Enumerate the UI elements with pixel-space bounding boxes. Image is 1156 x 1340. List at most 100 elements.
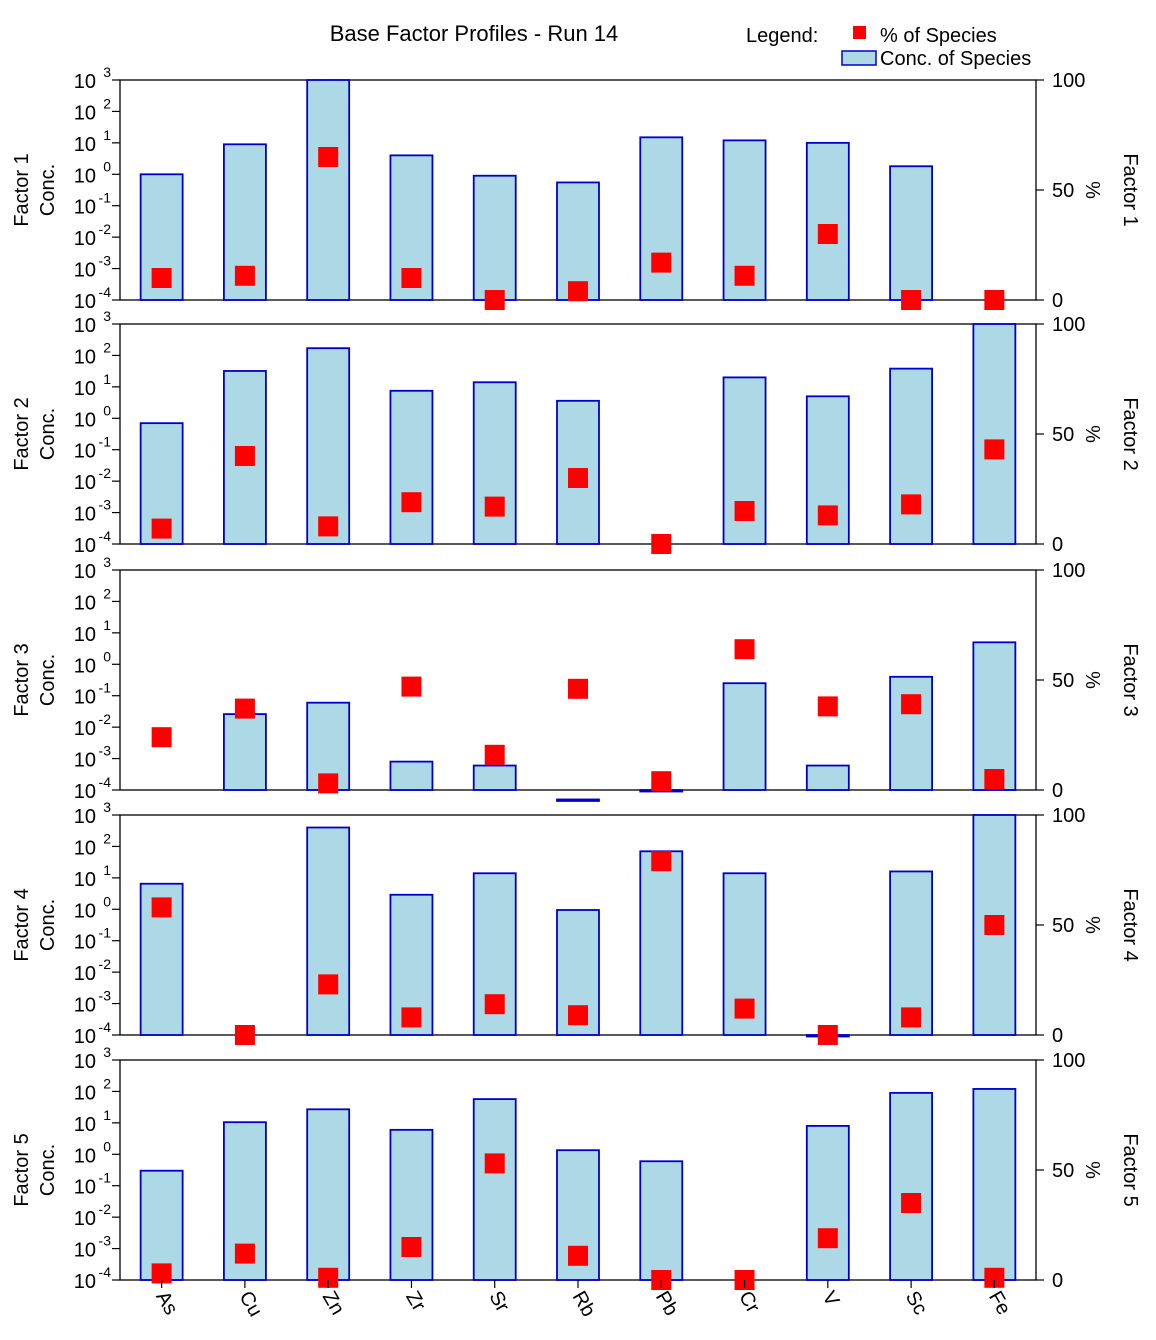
legend-conc-swatch — [841, 50, 877, 66]
percent-marker-cu — [234, 446, 255, 466]
left-tick-exponent: -2 — [99, 711, 112, 727]
left-tick-label: 10 — [74, 1271, 96, 1293]
tick-base: 10 — [74, 932, 96, 954]
percent-marker-pb — [651, 252, 672, 273]
conc-bar-sc — [889, 165, 933, 301]
percent-marker-v — [817, 1025, 838, 1045]
left-axis-label-line: Conc. — [37, 654, 59, 706]
percent-marker-zn — [318, 773, 339, 794]
tick-base: 10 — [74, 228, 96, 250]
right-axis-unit: % — [1081, 425, 1103, 443]
left-axis-label-line: Factor 4 — [11, 888, 33, 961]
left-tick-label: 10 — [74, 900, 96, 922]
left-tick-exponent: 1 — [103, 1107, 111, 1123]
tick-base: 10 — [74, 900, 96, 922]
left-tick-exponent: -4 — [99, 284, 112, 300]
tick-base: 10 — [74, 781, 96, 803]
left-tick-exponent: -2 — [99, 465, 112, 481]
tick-base: 10 — [74, 535, 96, 557]
percent-marker-rb — [568, 281, 588, 302]
conc-bar-cr — [722, 682, 767, 791]
category-label-as: As — [151, 1288, 182, 1319]
left-tick-exponent: 2 — [103, 1075, 111, 1091]
tick-base: 10 — [74, 378, 96, 400]
conc-bar-pb — [639, 136, 684, 301]
percent-marker-pb — [651, 534, 672, 554]
right-axis-factor-label: Factor 3 — [1119, 643, 1141, 716]
right-tick-label: 100 — [1052, 70, 1085, 92]
conc-bar-v — [805, 1125, 850, 1281]
tick-base: 10 — [74, 1145, 96, 1167]
category-label-zr: Zr — [401, 1288, 430, 1316]
tick-base: 10 — [74, 869, 96, 891]
percent-marker-v — [817, 505, 838, 526]
tick-base: 10 — [74, 1177, 96, 1199]
conc-bar-cu — [223, 713, 267, 791]
left-tick-label: 10 — [74, 932, 96, 954]
tick-base: 10 — [74, 346, 96, 368]
conc-bar-fe — [972, 323, 1017, 545]
right-tick-label: 100 — [1052, 805, 1085, 827]
tick-base: 10 — [74, 806, 96, 828]
conc-bar-zr — [389, 389, 434, 545]
right-tick-label: 50 — [1052, 1160, 1074, 1182]
conc-bar-as — [139, 173, 184, 301]
right-tick-label: 50 — [1052, 424, 1074, 446]
percent-marker-rb — [568, 468, 588, 488]
percent-marker-sr — [484, 290, 505, 310]
left-tick-exponent: 0 — [103, 648, 111, 664]
percent-marker-zn — [318, 516, 339, 537]
left-tick-exponent: 1 — [103, 371, 111, 387]
percent-marker-pb — [651, 851, 672, 872]
right-tick-label: 50 — [1052, 915, 1074, 937]
tick-base: 10 — [74, 1208, 96, 1230]
tick-base: 10 — [74, 655, 96, 677]
conc-bar-fe — [972, 641, 1017, 791]
percent-marker-cr — [734, 998, 755, 1019]
tick-base: 10 — [74, 1271, 96, 1293]
tick-base: 10 — [74, 995, 96, 1017]
left-tick-exponent: 0 — [103, 1138, 111, 1154]
percent-marker-sr — [484, 994, 505, 1015]
tick-base: 10 — [74, 963, 96, 985]
percent-marker-rb — [568, 1245, 588, 1266]
tick-base: 10 — [74, 165, 96, 187]
percent-marker-fe — [984, 915, 1005, 935]
left-tick-exponent: 0 — [103, 402, 111, 418]
tick-base: 10 — [74, 291, 96, 313]
chart-title: Base Factor Profiles - Run 14 — [330, 21, 619, 46]
tick-base: 10 — [74, 409, 96, 431]
left-tick-label: 10 — [74, 750, 96, 772]
right-tick-label: 100 — [1052, 314, 1085, 336]
legend-heading: Legend: — [746, 25, 818, 47]
tick-base: 10 — [74, 1240, 96, 1262]
category-label-sr: Sr — [484, 1288, 513, 1317]
left-axis-label-line: Conc. — [37, 164, 59, 216]
left-tick-label: 10 — [74, 71, 96, 93]
left-tick-label: 10 — [74, 472, 96, 494]
percent-marker-sr — [484, 744, 505, 765]
right-axis-unit: % — [1081, 916, 1103, 934]
percent-marker-as — [151, 1263, 172, 1284]
percent-marker-as — [151, 268, 172, 288]
percent-marker-as — [151, 518, 172, 539]
category-label-sc: Sc — [901, 1288, 932, 1319]
tick-base: 10 — [74, 624, 96, 646]
left-tick-label: 10 — [74, 1082, 96, 1104]
left-tick-label: 10 — [74, 346, 96, 368]
conc-bar-zn — [306, 1108, 351, 1281]
percent-marker-zr — [401, 1007, 422, 1028]
left-tick-exponent: -1 — [99, 434, 112, 450]
right-tick-label: 100 — [1052, 560, 1085, 582]
left-tick-label: 10 — [74, 260, 96, 282]
left-tick-label: 10 — [74, 1145, 96, 1167]
tick-base: 10 — [74, 102, 96, 124]
left-tick-exponent: -1 — [99, 190, 112, 206]
percent-marker-zr — [401, 676, 422, 697]
category-label-zn: Zn — [318, 1288, 349, 1319]
tick-base: 10 — [74, 1082, 96, 1104]
left-tick-label: 10 — [74, 291, 96, 313]
right-axis-factor-label: Factor 2 — [1119, 397, 1141, 470]
percent-marker-as — [151, 897, 172, 918]
